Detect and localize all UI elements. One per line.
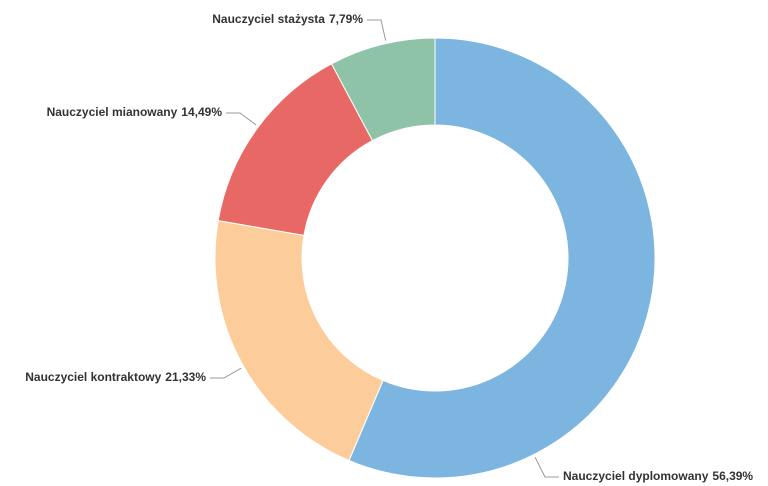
label-connector — [367, 19, 387, 41]
slice-label: Nauczyciel stażysta 7,79% — [212, 12, 363, 26]
slice-value: 7,79% — [329, 12, 363, 26]
slice-name: Nauczyciel kontraktowy — [25, 370, 161, 384]
slice-label: Nauczyciel mianowany 14,49% — [47, 105, 223, 119]
label-connector — [534, 457, 559, 478]
slice-value: 56,39% — [712, 469, 753, 483]
slice-name: Nauczyciel stażysta — [212, 12, 325, 26]
slice-value: 14,49% — [181, 105, 222, 119]
donut-slice — [214, 220, 384, 462]
donut-slice — [330, 37, 436, 142]
label-connector — [210, 367, 242, 379]
label-connector — [226, 112, 257, 126]
donut-slice — [348, 37, 656, 479]
slice-label: Nauczyciel kontraktowy 21,33% — [25, 370, 206, 384]
slice-name: Nauczyciel mianowany — [47, 105, 178, 119]
slice-value: 21,33% — [165, 370, 206, 384]
slice-name: Nauczyciel dyplomowany — [563, 469, 709, 483]
slice-label: Nauczyciel dyplomowany 56,39% — [563, 469, 753, 483]
